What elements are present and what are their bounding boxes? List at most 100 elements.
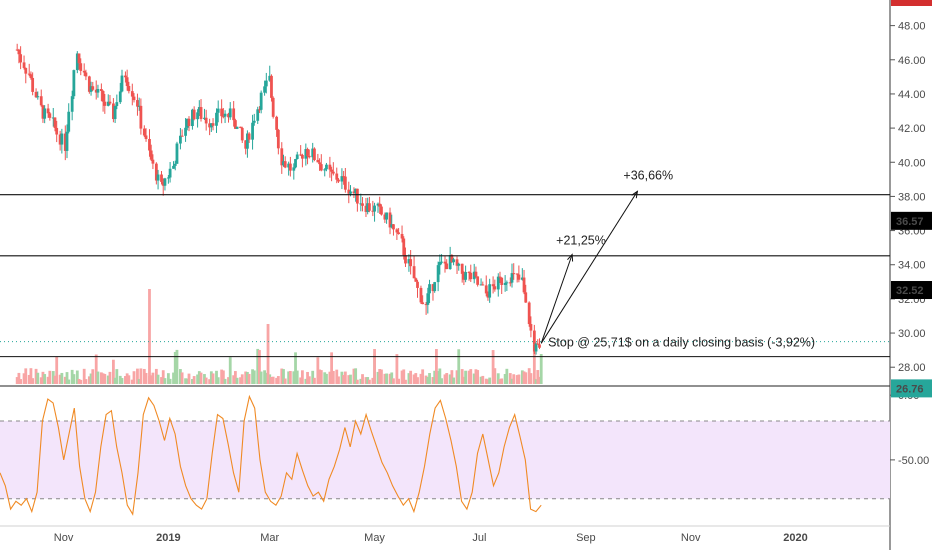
volume-bar	[209, 371, 213, 384]
volume-bar	[283, 378, 287, 384]
candle-body	[144, 135, 148, 140]
candle-body	[300, 154, 304, 159]
target-arrow-36	[540, 191, 638, 344]
volume-bar	[397, 378, 401, 384]
volume-bar	[77, 378, 81, 384]
volume-bar	[124, 376, 127, 384]
volume-bar	[450, 370, 454, 384]
candle-body	[256, 109, 260, 121]
candle-body	[72, 70, 76, 97]
x-tick-label: 2020	[783, 532, 807, 544]
candle-body	[96, 89, 100, 93]
volume-bar	[94, 354, 98, 384]
volume-bar	[479, 376, 483, 384]
volume-bar	[268, 374, 272, 384]
volume-bar	[404, 379, 407, 384]
volume-bar	[216, 377, 220, 384]
candle-body	[534, 343, 538, 352]
volume-bar	[355, 379, 359, 384]
target-arrow-21	[540, 254, 573, 344]
candle-body	[208, 123, 212, 128]
volume-bar	[191, 379, 194, 384]
candle-body	[106, 101, 110, 106]
volume-bar	[175, 349, 179, 384]
volume-bar	[17, 372, 21, 384]
candle-body	[199, 107, 203, 119]
volume-bar	[366, 377, 370, 384]
candle-body	[179, 135, 182, 144]
candle-body	[166, 177, 170, 179]
annotation-label: +36,66%	[623, 168, 673, 182]
volume-bar	[113, 377, 117, 384]
volume-bar	[172, 372, 175, 384]
volume-bar	[180, 372, 184, 384]
volume-bar	[197, 371, 201, 384]
volume-bar	[445, 373, 449, 384]
candle-body	[120, 75, 124, 92]
candle-body	[55, 127, 59, 135]
volume-bar	[118, 375, 122, 384]
volume-bar	[428, 373, 431, 384]
volume-bar	[373, 349, 376, 384]
candle-body	[247, 133, 251, 140]
horizontal-levels	[0, 194, 890, 358]
candle-body	[203, 117, 206, 119]
volume-bar	[378, 369, 382, 384]
candle-body	[355, 188, 359, 204]
volume-bar	[48, 370, 52, 384]
candle-body	[27, 73, 31, 75]
candle-body	[87, 76, 91, 92]
volume-bar	[103, 373, 107, 384]
candle-body	[240, 127, 244, 141]
candle-body	[48, 113, 52, 118]
candle-body	[161, 181, 165, 186]
price-label-box	[891, 281, 932, 300]
candle-body	[455, 259, 459, 266]
candle-body	[268, 75, 272, 81]
candle-body	[168, 168, 172, 178]
candle-body	[58, 134, 62, 145]
volume-bar	[276, 376, 280, 384]
candle-body	[457, 263, 461, 266]
volume-bar	[481, 375, 485, 384]
candle-body	[510, 273, 514, 283]
volume-bar	[223, 378, 227, 384]
y-tick-label: 48.00	[898, 21, 926, 33]
candle-body	[235, 126, 239, 129]
candle-body	[63, 133, 67, 151]
volume-bar	[63, 376, 67, 384]
candle-body	[337, 179, 340, 182]
candle-body	[233, 120, 237, 129]
candle-body	[91, 86, 95, 90]
volume-bar	[457, 349, 461, 384]
candle-body	[258, 109, 261, 111]
candle-body	[476, 276, 480, 285]
volume-bar	[70, 369, 74, 384]
volume-bar	[101, 373, 105, 384]
candle-body	[271, 97, 275, 117]
volume-bar	[263, 370, 266, 384]
volume-bar	[522, 371, 526, 384]
candle-body	[43, 108, 47, 119]
volume-bar	[472, 373, 476, 384]
volume-bar	[532, 378, 536, 384]
candle-body	[148, 139, 151, 151]
candle-body	[282, 161, 285, 166]
candle-body	[125, 77, 129, 87]
volume-bar	[154, 368, 158, 384]
volume-bar	[409, 370, 413, 384]
candle-body	[311, 148, 315, 158]
volume-bar	[440, 378, 443, 384]
volume-bar	[264, 372, 268, 384]
candle-body	[343, 176, 347, 190]
volume-bar	[512, 374, 516, 384]
candle-body	[496, 276, 500, 290]
candle-body	[474, 271, 478, 277]
volume-bar	[160, 377, 163, 384]
candle-body	[154, 163, 158, 181]
volume-bar	[300, 370, 304, 384]
volume-bar	[448, 374, 452, 384]
candle-body	[84, 72, 88, 77]
oscillator-pane: 0.00-50.00	[0, 390, 929, 516]
oscillator-line	[0, 394, 542, 516]
